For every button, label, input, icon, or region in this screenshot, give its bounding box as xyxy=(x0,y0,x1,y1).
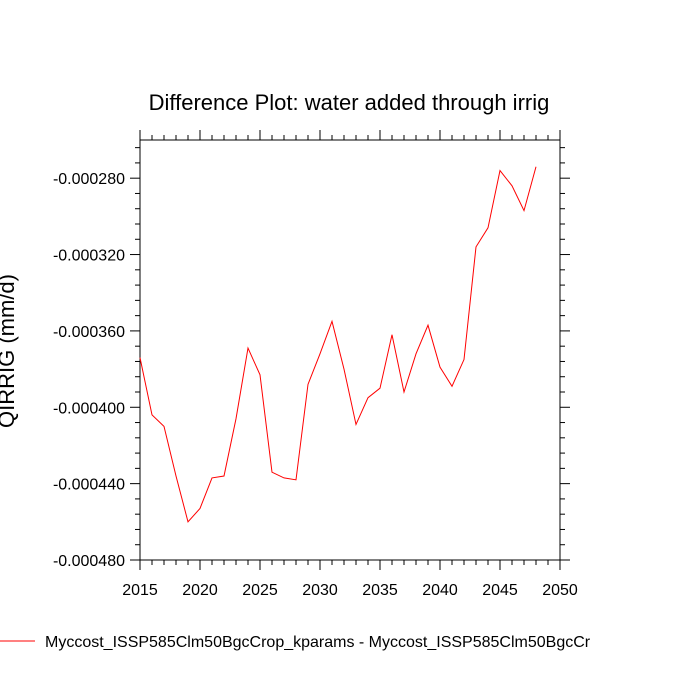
y-tick-label: -0.000280 xyxy=(53,171,125,188)
legend-label: Myccost_ISSP585Clm50BgcCrop_kparams - My… xyxy=(45,634,591,651)
chart-title: Difference Plot: water added through irr… xyxy=(149,90,550,115)
x-tick-label: 2025 xyxy=(242,582,278,599)
y-tick-label: -0.000400 xyxy=(53,400,125,417)
plot-frame xyxy=(139,139,561,561)
x-tick-label: 2045 xyxy=(482,582,518,599)
y-tick-label: -0.000440 xyxy=(53,477,125,494)
legend: Myccost_ISSP585Clm50BgcCrop_kparams - My… xyxy=(0,634,591,651)
y-tick-label: -0.000320 xyxy=(53,248,125,265)
y-tick-label: -0.000480 xyxy=(53,553,125,570)
x-tick-label: 2020 xyxy=(182,582,218,599)
x-tick-label: 2035 xyxy=(362,582,398,599)
x-tick-label: 2015 xyxy=(122,582,158,599)
y-axis-label: QIRRIG (mm/d) xyxy=(0,274,19,428)
x-tick-label: 2050 xyxy=(542,582,578,599)
series-group xyxy=(139,166,537,523)
x-tick-label: 2040 xyxy=(422,582,458,599)
axis-tick-labels: 2015 2020 2025 2030 2035 2040 2045 2050 -0.00048… xyxy=(53,171,578,599)
axis-ticks xyxy=(130,130,570,570)
x-tick-label: 2030 xyxy=(302,582,338,599)
y-tick-label: -0.000360 xyxy=(53,324,125,341)
series-line xyxy=(139,166,537,523)
